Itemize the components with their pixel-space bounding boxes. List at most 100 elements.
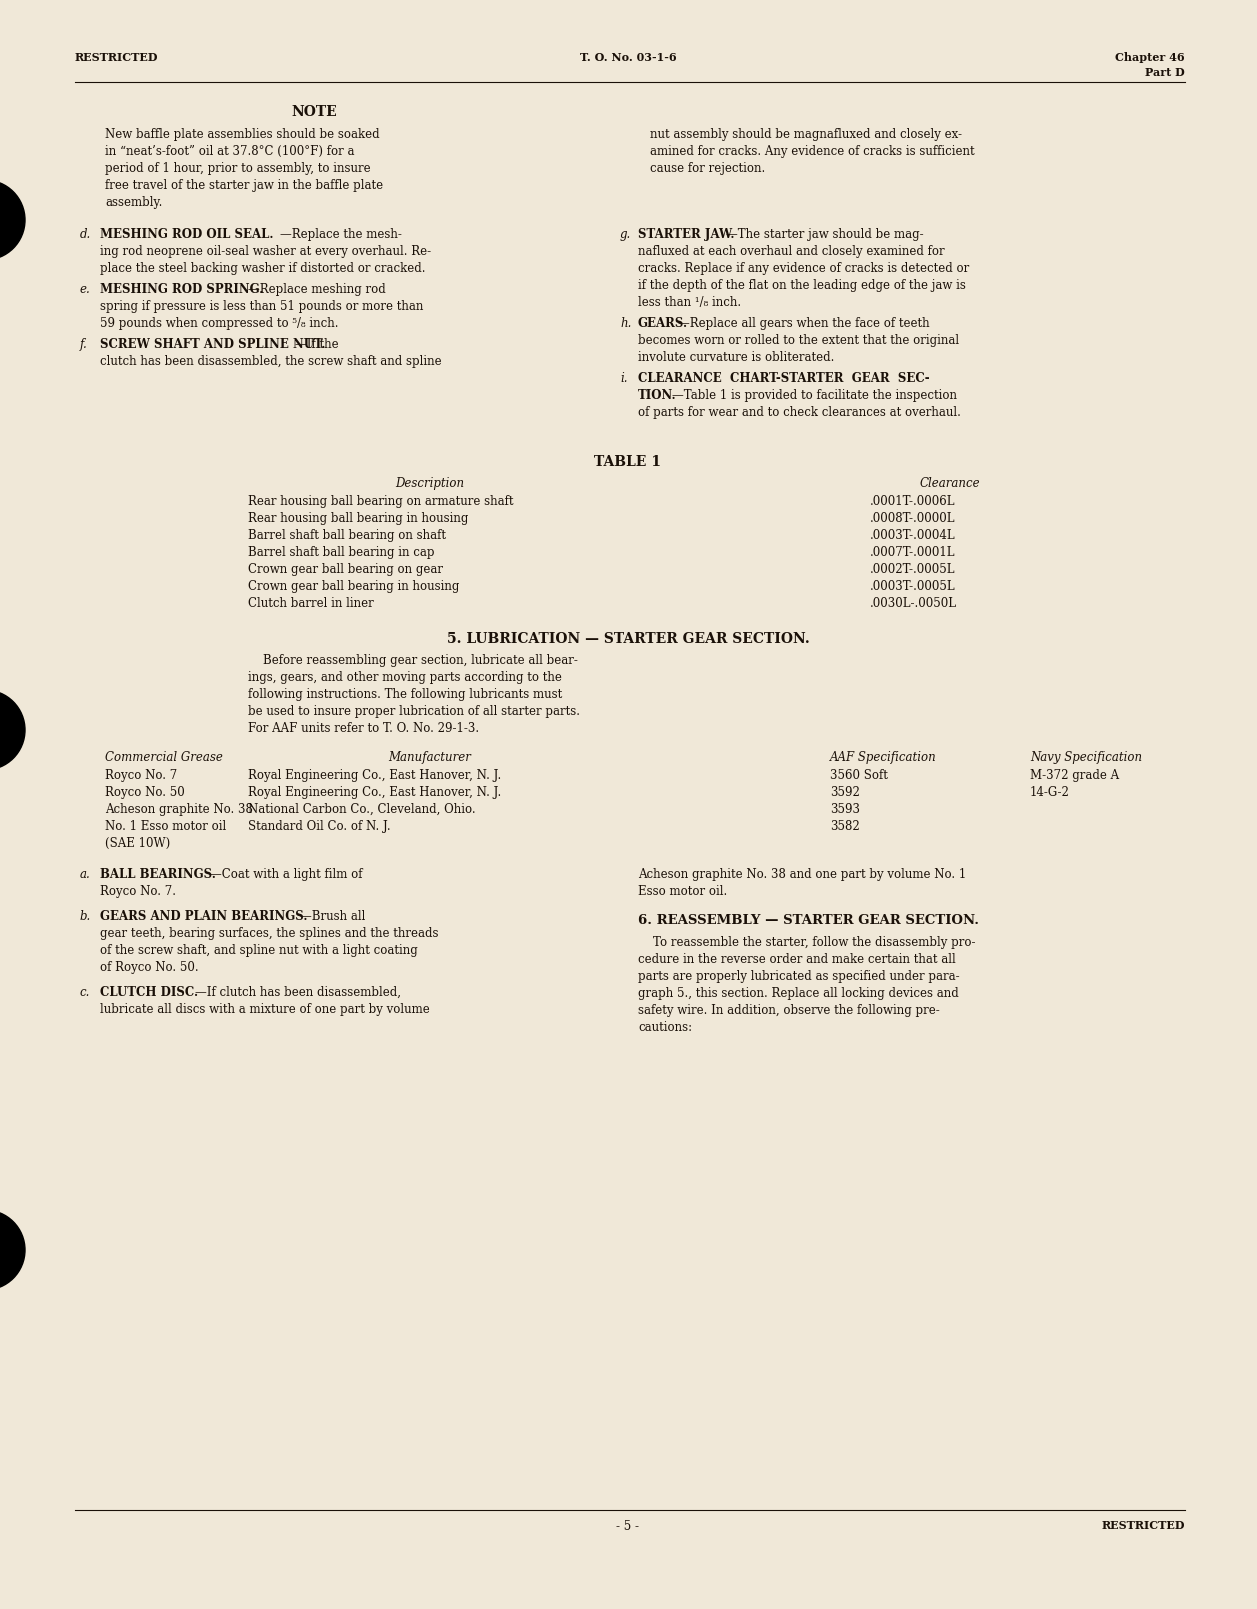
Text: 3582: 3582 (830, 821, 860, 833)
Text: Royco No. 7.: Royco No. 7. (101, 885, 176, 898)
Text: f.: f. (80, 338, 88, 351)
Text: —If clutch has been disassembled,: —If clutch has been disassembled, (195, 986, 401, 999)
Text: STARTER JAW.: STARTER JAW. (639, 228, 734, 241)
Text: 3593: 3593 (830, 803, 860, 816)
Text: g.: g. (620, 228, 631, 241)
Text: 3592: 3592 (830, 787, 860, 800)
Text: MESHING ROD SPRING.: MESHING ROD SPRING. (101, 283, 264, 296)
Text: Barrel shaft ball bearing in cap: Barrel shaft ball bearing in cap (248, 545, 435, 558)
Text: place the steel backing washer if distorted or cracked.: place the steel backing washer if distor… (101, 262, 426, 275)
Text: becomes worn or rolled to the extent that the original: becomes worn or rolled to the extent tha… (639, 335, 959, 348)
Text: if the depth of the flat on the leading edge of the jaw is: if the depth of the flat on the leading … (639, 278, 965, 291)
Text: be used to insure proper lubrication of all starter parts.: be used to insure proper lubrication of … (248, 705, 579, 718)
Text: ings, gears, and other moving parts according to the: ings, gears, and other moving parts acco… (248, 671, 562, 684)
Text: Barrel shaft ball bearing on shaft: Barrel shaft ball bearing on shaft (248, 529, 446, 542)
Text: .0003T-.0004L: .0003T-.0004L (870, 529, 955, 542)
Text: a.: a. (80, 867, 91, 882)
Text: in “neat’s-foot” oil at 37.8°C (100°F) for a: in “neat’s-foot” oil at 37.8°C (100°F) f… (106, 145, 354, 158)
Text: —Replace meshing rod: —Replace meshing rod (248, 283, 386, 296)
Text: cracks. Replace if any evidence of cracks is detected or: cracks. Replace if any evidence of crack… (639, 262, 969, 275)
Text: For AAF units refer to T. O. No. 29-1-3.: For AAF units refer to T. O. No. 29-1-3. (248, 722, 479, 735)
Text: MESHING ROD OIL SEAL.: MESHING ROD OIL SEAL. (101, 228, 274, 241)
Text: nut assembly should be magnafluxed and closely ex-: nut assembly should be magnafluxed and c… (650, 129, 962, 142)
Text: Standard Oil Co. of N. J.: Standard Oil Co. of N. J. (248, 821, 391, 833)
Text: assembly.: assembly. (106, 196, 162, 209)
Text: Royal Engineering Co., East Hanover, N. J.: Royal Engineering Co., East Hanover, N. … (248, 769, 502, 782)
Text: - 5 -: - 5 - (616, 1521, 640, 1533)
Text: Before reassembling gear section, lubricate all bear-: Before reassembling gear section, lubric… (248, 653, 578, 668)
Text: Royco No. 7: Royco No. 7 (106, 769, 177, 782)
Text: nafluxed at each overhaul and closely examined for: nafluxed at each overhaul and closely ex… (639, 245, 944, 257)
Text: M-372 grade A: M-372 grade A (1029, 769, 1119, 782)
Text: Manufacturer: Manufacturer (388, 751, 471, 764)
Text: period of 1 hour, prior to assembly, to insure: period of 1 hour, prior to assembly, to … (106, 163, 371, 175)
Text: h.: h. (620, 317, 631, 330)
Text: Part D: Part D (1145, 68, 1185, 77)
Text: Crown gear ball bearing in housing: Crown gear ball bearing in housing (248, 579, 459, 594)
Text: BALL BEARINGS.: BALL BEARINGS. (101, 867, 216, 882)
Text: lubricate all discs with a mixture of one part by volume: lubricate all discs with a mixture of on… (101, 1002, 430, 1015)
Text: —Coat with a light film of: —Coat with a light film of (210, 867, 362, 882)
Text: RESTRICTED: RESTRICTED (75, 51, 158, 63)
Text: Rear housing ball bearing on armature shaft: Rear housing ball bearing on armature sh… (248, 496, 514, 508)
Text: (SAE 10W): (SAE 10W) (106, 837, 170, 850)
Text: GEARS.: GEARS. (639, 317, 688, 330)
Text: .0030L-.0050L: .0030L-.0050L (870, 597, 957, 610)
Text: Clutch barrel in liner: Clutch barrel in liner (248, 597, 373, 610)
Text: AAF Specification: AAF Specification (830, 751, 936, 764)
Text: RESTRICTED: RESTRICTED (1101, 1521, 1185, 1532)
Text: parts are properly lubricated as specified under para-: parts are properly lubricated as specifi… (639, 970, 959, 983)
Text: .0002T-.0005L: .0002T-.0005L (870, 563, 955, 576)
Text: safety wire. In addition, observe the following pre-: safety wire. In addition, observe the fo… (639, 1004, 940, 1017)
Text: Crown gear ball bearing on gear: Crown gear ball bearing on gear (248, 563, 442, 576)
Text: .0001T-.0006L: .0001T-.0006L (870, 496, 955, 508)
Text: e.: e. (80, 283, 91, 296)
Text: following instructions. The following lubricants must: following instructions. The following lu… (248, 689, 562, 702)
Text: cedure in the reverse order and make certain that all: cedure in the reverse order and make cer… (639, 953, 955, 965)
Text: Acheson graphite No. 38: Acheson graphite No. 38 (106, 803, 253, 816)
Circle shape (0, 1210, 25, 1290)
Text: Rear housing ball bearing in housing: Rear housing ball bearing in housing (248, 512, 469, 525)
Text: of Royco No. 50.: of Royco No. 50. (101, 961, 199, 973)
Text: Clearance: Clearance (920, 476, 980, 491)
Text: GEARS AND PLAIN BEARINGS.: GEARS AND PLAIN BEARINGS. (101, 911, 308, 924)
Text: —Brush all: —Brush all (300, 911, 366, 924)
Text: 6. REASSEMBLY — STARTER GEAR SECTION.: 6. REASSEMBLY — STARTER GEAR SECTION. (639, 914, 979, 927)
Text: Commercial Grease: Commercial Grease (106, 751, 222, 764)
Text: gear teeth, bearing surfaces, the splines and the threads: gear teeth, bearing surfaces, the spline… (101, 927, 439, 940)
Text: SCREW SHAFT AND SPLINE NUT.: SCREW SHAFT AND SPLINE NUT. (101, 338, 326, 351)
Text: Navy Specification: Navy Specification (1029, 751, 1143, 764)
Text: National Carbon Co., Cleveland, Ohio.: National Carbon Co., Cleveland, Ohio. (248, 803, 475, 816)
Text: i.: i. (620, 372, 627, 385)
Text: clutch has been disassembled, the screw shaft and spline: clutch has been disassembled, the screw … (101, 356, 441, 368)
Text: Chapter 46: Chapter 46 (1115, 51, 1185, 63)
Text: —The starter jaw should be mag-: —The starter jaw should be mag- (727, 228, 924, 241)
Text: of parts for wear and to check clearances at overhaul.: of parts for wear and to check clearance… (639, 405, 960, 418)
Text: 3560 Soft: 3560 Soft (830, 769, 887, 782)
Text: .0008T-.0000L: .0008T-.0000L (870, 512, 955, 525)
Text: 59 pounds when compressed to ⁵/₈ inch.: 59 pounds when compressed to ⁵/₈ inch. (101, 317, 338, 330)
Text: New baffle plate assemblies should be soaked: New baffle plate assemblies should be so… (106, 129, 380, 142)
Circle shape (0, 180, 25, 261)
Text: CLEARANCE  CHART-STARTER  GEAR  SEC-: CLEARANCE CHART-STARTER GEAR SEC- (639, 372, 930, 385)
Text: —Table 1 is provided to facilitate the inspection: —Table 1 is provided to facilitate the i… (672, 389, 957, 402)
Text: No. 1 Esso motor oil: No. 1 Esso motor oil (106, 821, 226, 833)
Text: c.: c. (80, 986, 91, 999)
Text: Esso motor oil.: Esso motor oil. (639, 885, 728, 898)
Text: —If the: —If the (295, 338, 338, 351)
Text: free travel of the starter jaw in the baffle plate: free travel of the starter jaw in the ba… (106, 179, 383, 191)
Text: T. O. No. 03-1-6: T. O. No. 03-1-6 (579, 51, 676, 63)
Text: involute curvature is obliterated.: involute curvature is obliterated. (639, 351, 835, 364)
Text: 5. LUBRICATION — STARTER GEAR SECTION.: 5. LUBRICATION — STARTER GEAR SECTION. (446, 632, 810, 645)
Text: To reassemble the starter, follow the disassembly pro-: To reassemble the starter, follow the di… (639, 936, 975, 949)
Text: 14-G-2: 14-G-2 (1029, 787, 1070, 800)
Text: ing rod neoprene oil-seal washer at every overhaul. Re-: ing rod neoprene oil-seal washer at ever… (101, 245, 431, 257)
Text: Acheson graphite No. 38 and one part by volume No. 1: Acheson graphite No. 38 and one part by … (639, 867, 967, 882)
Text: TION.: TION. (639, 389, 676, 402)
Text: —Replace the mesh-: —Replace the mesh- (280, 228, 402, 241)
Text: Royal Engineering Co., East Hanover, N. J.: Royal Engineering Co., East Hanover, N. … (248, 787, 502, 800)
Text: NOTE: NOTE (292, 105, 337, 119)
Text: Royco No. 50: Royco No. 50 (106, 787, 185, 800)
Text: of the screw shaft, and spline nut with a light coating: of the screw shaft, and spline nut with … (101, 944, 417, 957)
Text: cause for rejection.: cause for rejection. (650, 163, 766, 175)
